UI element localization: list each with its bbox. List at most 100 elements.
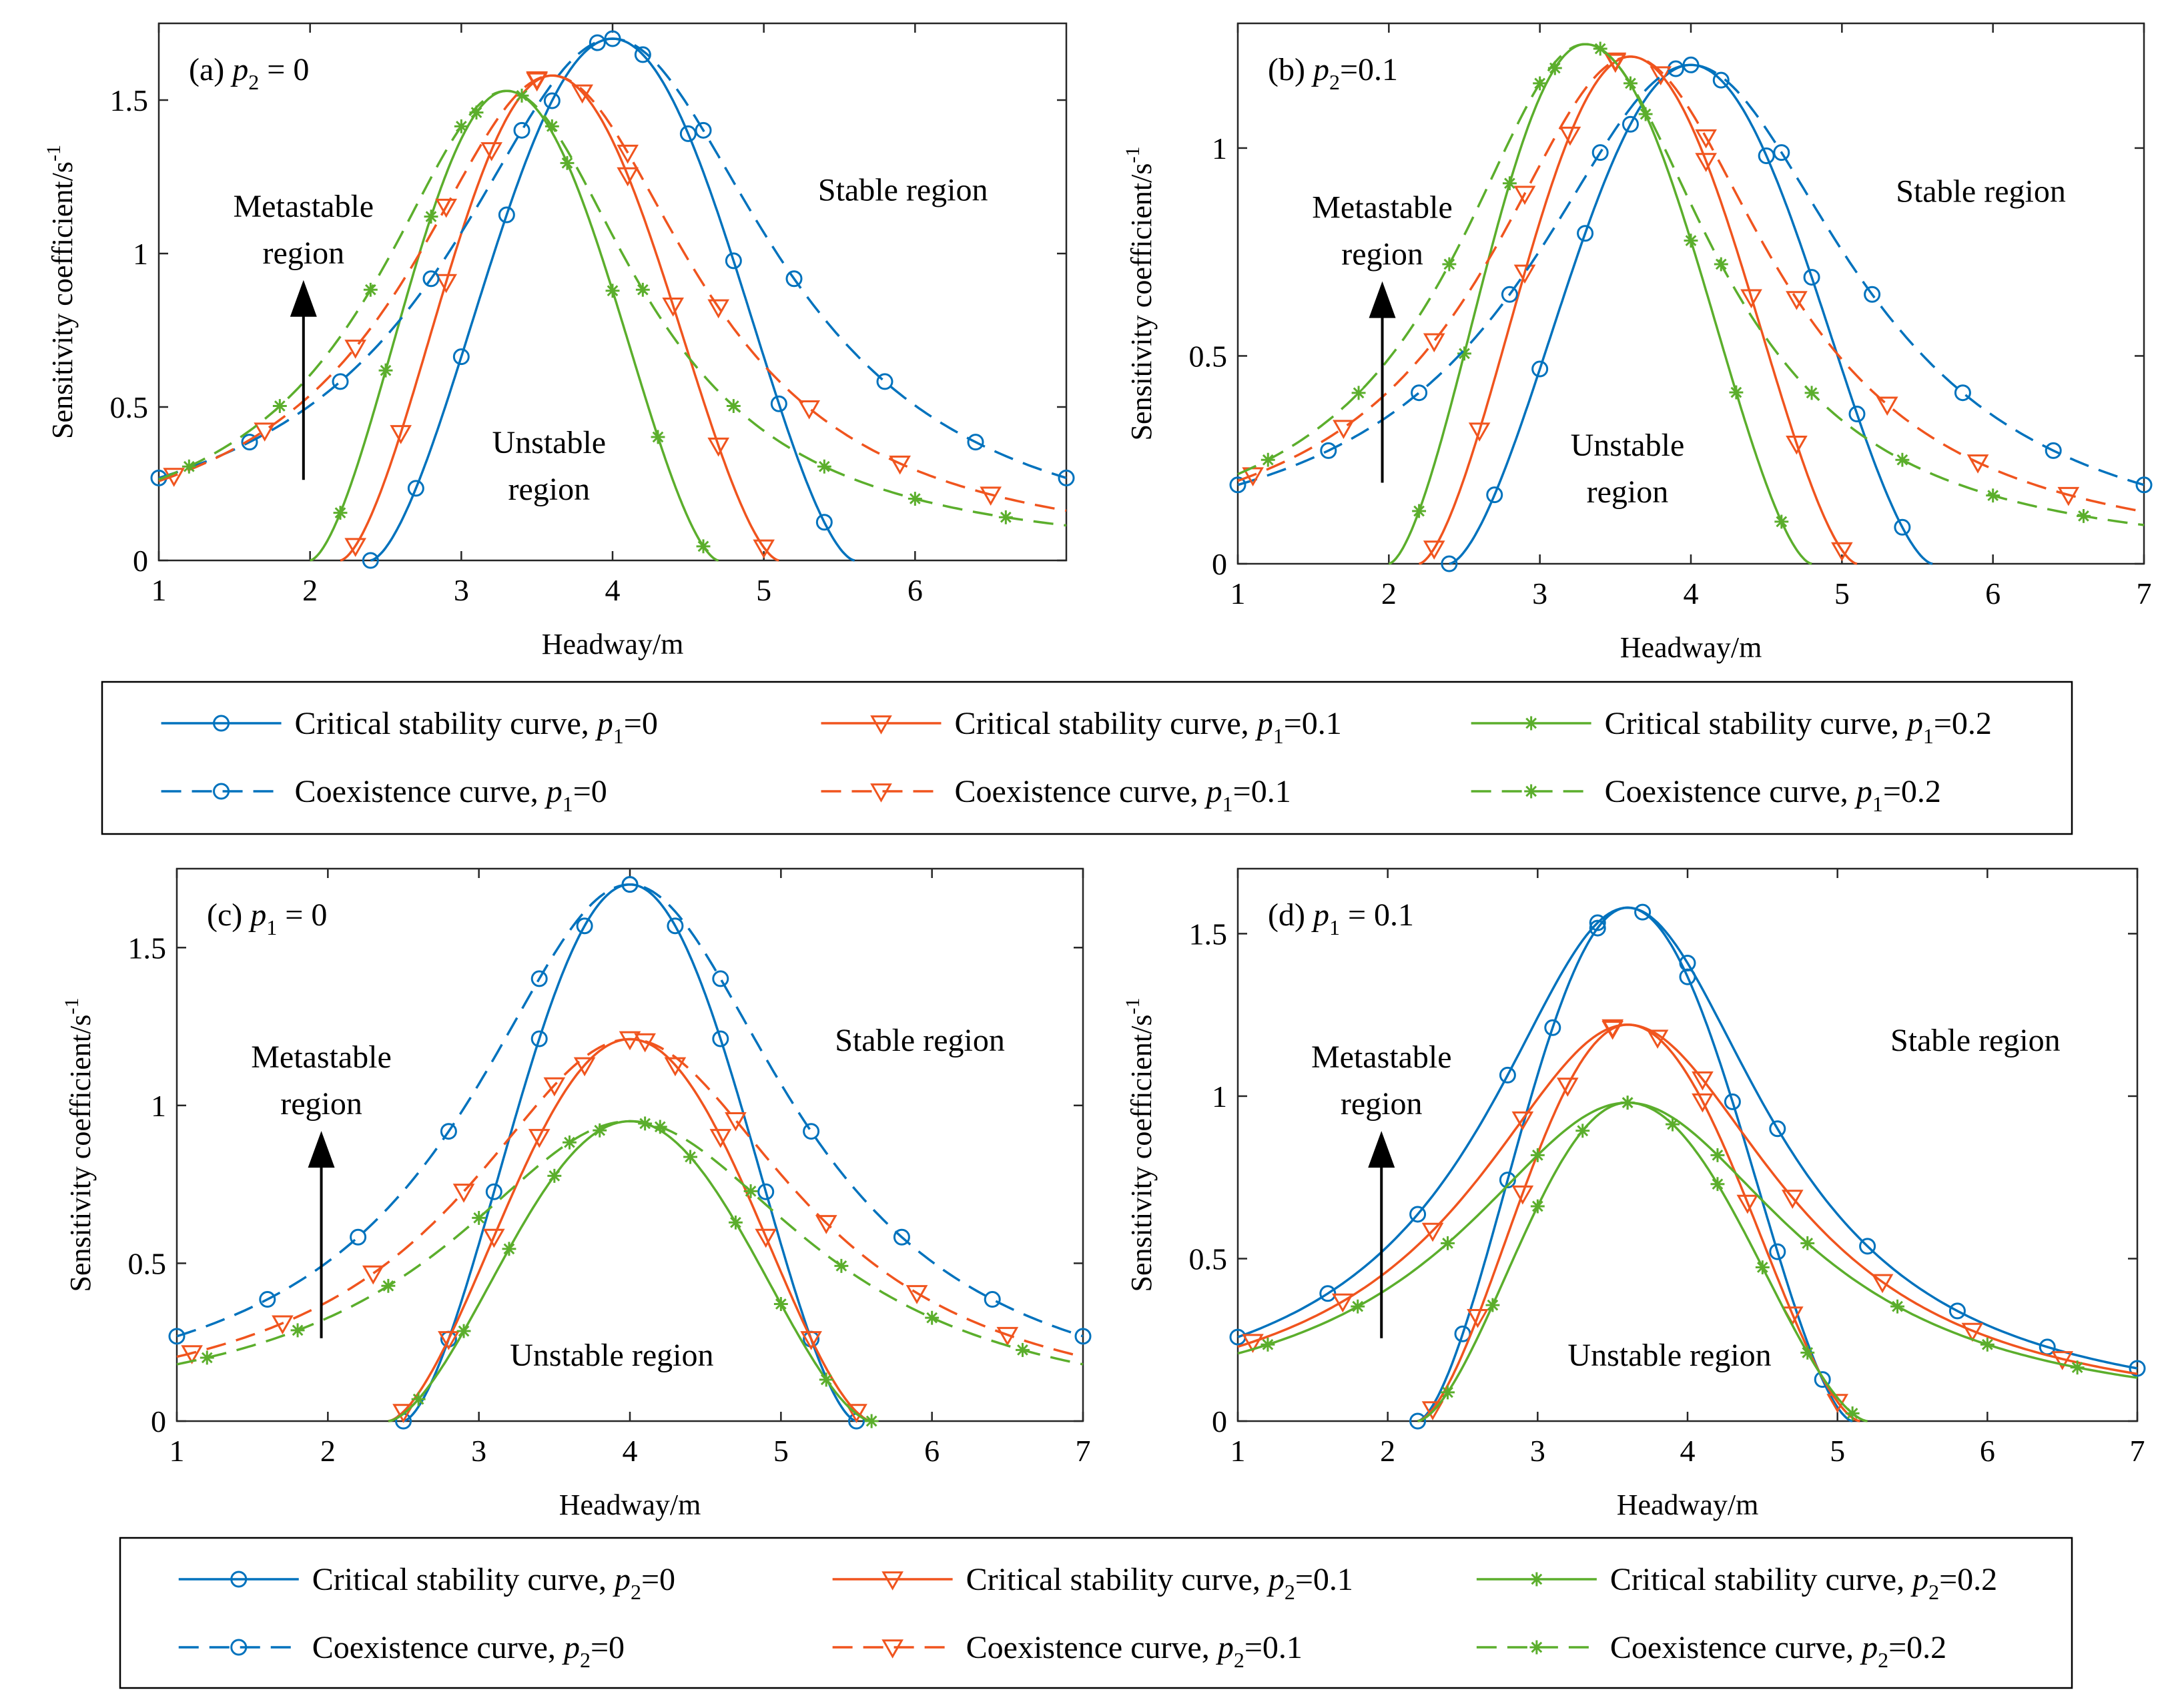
series-marker-3 [1411, 384, 1428, 402]
series-marker-2 [1485, 1298, 1500, 1312]
panel-title: (c) p1 = 0 [207, 897, 327, 939]
annotation-stable: Stable region [835, 1023, 1005, 1058]
annotation-metastable-2: region [262, 236, 344, 271]
legend-label-value: =0 [641, 1562, 675, 1597]
legend-label-sub: 1 [1872, 792, 1883, 816]
series-line-0 [370, 37, 855, 562]
x-tick-label: 6 [924, 1434, 940, 1468]
series-marker-4 [362, 1265, 384, 1285]
series-marker-0 [1441, 555, 1458, 572]
y-tick-label: 1.5 [110, 83, 149, 117]
legend-label-text: Critical stability curve, [1610, 1562, 1912, 1597]
series-marker-1 [755, 1228, 777, 1248]
series-line-4 [1237, 55, 2145, 513]
series-line-3 [1237, 906, 2138, 1370]
legend-label-sub: 2 [580, 1648, 591, 1672]
x-tick-label: 2 [320, 1434, 336, 1468]
series-marker-4 [2051, 1351, 2074, 1370]
series-marker-5 [1710, 1148, 1725, 1162]
annotation-stable: Stable region [1890, 1023, 2061, 1058]
series-marker-5 [1895, 452, 1910, 467]
series-marker-1 [753, 539, 775, 559]
axes-box [1236, 22, 2145, 565]
series-marker-4 [272, 1315, 294, 1335]
series-marker-3 [1074, 1328, 1092, 1345]
legend-label-text: Coexistence curve, [1610, 1630, 1862, 1665]
legend-label: Critical stability curve, p1=0.1 [954, 706, 1341, 748]
series-marker-2 [605, 284, 620, 298]
x-tick-label: 6 [908, 573, 923, 607]
series-line-2 [310, 89, 719, 562]
annotation-metastable: Metastable [1311, 1039, 1452, 1075]
series-line-1 [1419, 55, 1858, 565]
series-marker-5 [743, 1184, 758, 1198]
panel-title-sub: 1 [1329, 915, 1340, 939]
x-axis-label: Headway/m [1620, 631, 1762, 664]
panel-title-value: = 0 [259, 52, 309, 87]
x-axis-label: Headway/m [1617, 1488, 1759, 1521]
series-marker-0 [543, 92, 561, 109]
y-axis-label: Sensitivity coefficient/s-1 [1122, 998, 1158, 1292]
series-marker-1 [1692, 1093, 1714, 1113]
series-marker-4 [634, 1033, 656, 1053]
x-tick-label: 5 [756, 573, 771, 607]
legend-label-param: p [1905, 706, 1923, 741]
series-marker-4 [1966, 454, 1989, 474]
series-marker-5 [817, 459, 831, 474]
series-marker-1 [709, 1129, 732, 1148]
series-marker-1 [1556, 1078, 1579, 1097]
series-marker-3 [1769, 1120, 1786, 1138]
legend-label-sub: 1 [1273, 724, 1284, 748]
series-line-3 [1237, 63, 2145, 486]
series-marker-1 [392, 1404, 414, 1423]
legend-label-text: Critical stability curve, [312, 1562, 615, 1597]
panel-title-sub: 2 [248, 70, 259, 94]
series-marker-3 [2135, 476, 2153, 494]
series-marker-4 [1961, 1322, 1984, 1342]
series-marker-3 [350, 1228, 367, 1246]
series-marker-3 [1499, 1066, 1516, 1084]
y-axis-label-text: Sensitivity coefficient/s [64, 1015, 97, 1292]
series-marker-2 [1666, 1117, 1680, 1132]
series-marker-0 [576, 917, 593, 935]
legend-label-param: p [562, 1630, 580, 1665]
series-marker-0 [498, 206, 515, 224]
x-tick-label: 5 [1830, 1434, 1845, 1468]
legend-label-param: p [1204, 774, 1222, 809]
series-marker-4 [1601, 1019, 1624, 1039]
series-marker-2 [1845, 1406, 1860, 1420]
legend-label-param: p [545, 774, 563, 809]
panel-title-param: p [248, 897, 266, 933]
legend-label: Coexistence curve, p1=0.2 [1605, 774, 1941, 816]
series-marker-3 [440, 1123, 457, 1140]
y-tick-label: 0.5 [110, 390, 149, 424]
x-tick-label: 6 [1985, 576, 2001, 610]
legend-label-text: Coexistence curve, [295, 774, 547, 809]
annotation-metastable: Metastable [1312, 190, 1453, 226]
legend-label: Coexistence curve, p2=0 [312, 1630, 625, 1672]
metastable-arrow-head [1368, 1131, 1395, 1168]
panel-d: 1 2 3 4 5 6 7 0 0.5 1 1.5 Headway/m Sensitivity coef… [1122, 867, 2146, 1521]
x-tick-label: 2 [1381, 576, 1397, 610]
series-marker-0 [815, 514, 833, 531]
legend-label-param: p [1910, 1562, 1928, 1597]
legend-label-value: =0.1 [1244, 1630, 1303, 1665]
legend-label-value: =0.2 [1883, 774, 1941, 809]
series-marker-2 [651, 430, 665, 444]
series-marker-3 [984, 1291, 1001, 1308]
legend-label-value: =0.1 [1284, 706, 1342, 741]
series-marker-1 [1650, 66, 1672, 86]
series-marker-3 [1409, 1206, 1427, 1223]
series-marker-0 [589, 34, 606, 51]
series-marker-1 [1559, 126, 1581, 146]
x-tick-label: 1 [169, 1434, 185, 1468]
series-marker-5 [381, 1278, 396, 1293]
panel-title-value: =0.1 [1340, 52, 1398, 87]
series-marker-2 [593, 1123, 607, 1138]
series-marker-5 [1620, 1096, 1635, 1110]
legend-label-sub: 2 [1878, 1648, 1888, 1672]
series-marker-4 [1786, 291, 1808, 310]
series-marker-4 [906, 1285, 928, 1304]
panel-title-prefix: (d) [1268, 897, 1313, 933]
x-tick-label: 4 [1684, 576, 1699, 610]
